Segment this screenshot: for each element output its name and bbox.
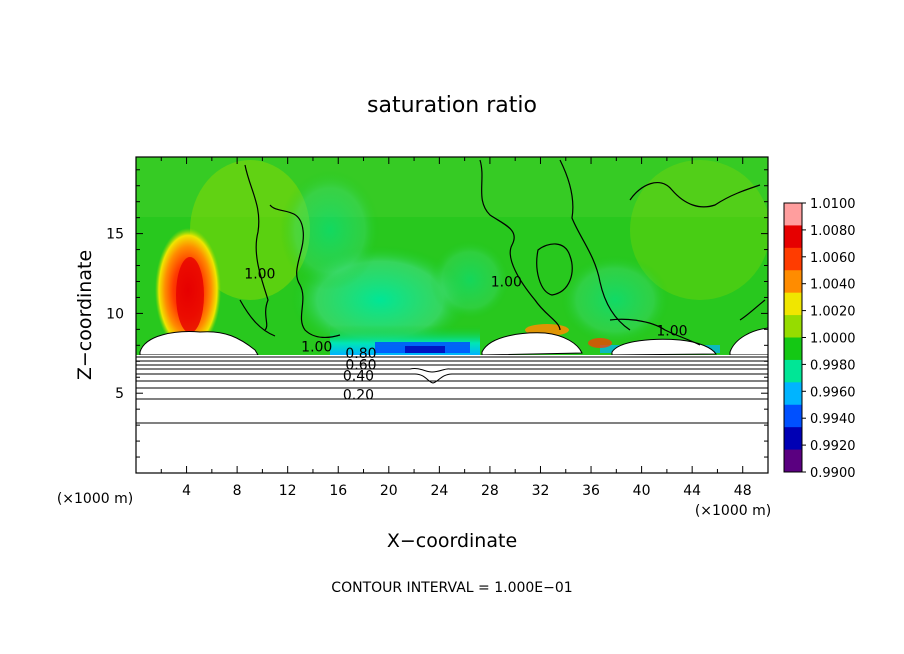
x-axis-label: X−coordinate <box>387 530 517 552</box>
contour-line-upper-e <box>559 159 631 331</box>
contour-label: 0.20 <box>343 388 374 404</box>
cloud-cavity-edge <box>729 327 768 356</box>
colorbar-swatch <box>784 427 802 451</box>
colorbar-swatch <box>784 315 802 338</box>
contour-label: 0.80 <box>345 346 376 362</box>
contour-line-upper-c <box>479 159 561 331</box>
colorbar-swatch <box>784 449 802 473</box>
colorbar: 1.0100 1.0080 1.0060 1.0040 1.0020 1.0000 0.99… <box>783 197 856 481</box>
x-tick-label: 40 <box>633 483 651 499</box>
y-tick-label: 15 <box>106 227 124 243</box>
colorbar-swatch <box>784 270 802 294</box>
colorbar-tick-label: 0.9900 <box>810 466 856 481</box>
colorbar-tick-label: 1.0060 <box>810 251 856 266</box>
colorbar-swatch <box>784 359 802 383</box>
colorbar-tick-label: 0.9920 <box>810 439 856 454</box>
cloud-cavity-left <box>139 331 259 356</box>
contour-line-upper-g <box>609 318 701 346</box>
contour-interval-note: CONTOUR INTERVAL = 1.000E−01 <box>331 580 572 596</box>
moist-plume-left <box>190 160 310 300</box>
contour-line-5 <box>136 373 768 384</box>
contour-label: 1.00 <box>656 324 687 340</box>
x-tick-label: 24 <box>430 483 448 499</box>
cloud-cavity-right <box>611 338 717 356</box>
colorbar-tick-label: 1.0000 <box>810 332 856 347</box>
upper-tint <box>136 157 768 217</box>
y-tick-label: 10 <box>106 306 124 322</box>
colorbar-tick-label: 1.0020 <box>810 305 856 320</box>
colorbar-swatch <box>784 404 802 428</box>
colorbar-swatch <box>784 382 802 406</box>
colorbar-tick-label: 1.0040 <box>810 278 856 293</box>
subsaturated-core-4 <box>560 255 670 345</box>
colorbar-tick-label: 1.0100 <box>810 197 856 212</box>
x-unit-label-left: (×1000 m) <box>57 491 133 507</box>
contour-label: 1.00 <box>244 266 275 282</box>
contour-label: 1.00 <box>301 340 332 356</box>
x-tick-label: 36 <box>582 483 600 499</box>
x-tick-label: 44 <box>683 483 701 499</box>
contour-lines-lower <box>136 356 768 424</box>
colorbar-swatch <box>784 225 802 249</box>
y-axis: 5 10 15 <box>106 169 768 458</box>
subsaturated-core-3 <box>430 240 510 320</box>
x-tick-label: 20 <box>380 483 398 499</box>
colorbar-swatch <box>784 337 802 361</box>
y-axis-label: Z−coordinate <box>74 250 96 380</box>
x-tick-label: 28 <box>481 483 499 499</box>
contour-line-upper-a <box>244 164 269 331</box>
x-tick-label: 32 <box>532 483 550 499</box>
heatmap-field <box>136 157 768 473</box>
contour-label: 0.60 <box>345 357 376 373</box>
x-tick-label: 8 <box>233 483 242 499</box>
colorbar-tick-label: 0.9940 <box>810 412 856 427</box>
x-tick-label: 16 <box>329 483 347 499</box>
x-tick-label: 48 <box>734 483 752 499</box>
plot-frame <box>135 156 769 474</box>
x-axis: 4 8 12 16 20 24 28 32 36 40 44 48 <box>160 157 752 499</box>
colorbar-tick-label: 0.9980 <box>810 358 856 373</box>
x-unit-label-right: (×1000 m) <box>695 503 771 519</box>
unsaturated-layer <box>136 355 768 473</box>
contour-line-upper-h <box>239 299 276 337</box>
contour-line-4 <box>136 368 768 373</box>
colorbar-swatch <box>784 203 802 226</box>
y-tick-label: 5 <box>115 386 124 402</box>
contour-label: 1.00 <box>491 274 522 290</box>
contour-line-upper-b <box>269 204 341 338</box>
contour-line-upper-f <box>629 182 761 208</box>
contour-label: 0.40 <box>343 368 374 384</box>
colorbar-tick-label: 0.9960 <box>810 385 856 400</box>
colorbar-swatch <box>784 247 802 271</box>
cloud-cavity-mid <box>481 332 583 356</box>
warm-spot-right-2 <box>588 338 612 348</box>
contour-lines-upper <box>239 159 766 346</box>
colorbar-swatch <box>784 292 802 316</box>
contour-line-upper-i <box>739 299 766 321</box>
colorbar-tick-label: 1.0080 <box>810 224 856 239</box>
subsaturated-core-2 <box>280 170 380 290</box>
x-tick-label: 4 <box>182 483 191 499</box>
x-tick-label: 12 <box>279 483 297 499</box>
hotspot-core <box>176 257 204 333</box>
contour-label-layer: 1.00 1.00 1.00 1.00 0.800.600.40 0.20 <box>244 266 687 404</box>
dark-blue-patch <box>405 346 445 353</box>
contour-line-upper-d <box>536 243 573 296</box>
chart-title: saturation ratio <box>367 93 537 118</box>
